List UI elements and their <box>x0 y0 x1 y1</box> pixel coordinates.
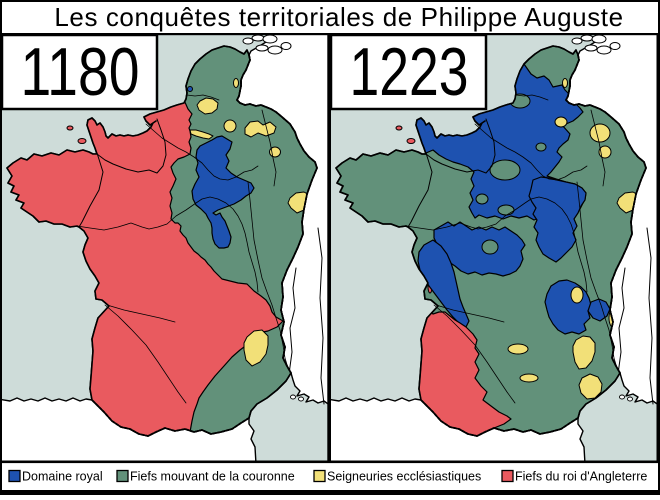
svg-text:1223: 1223 <box>350 35 469 110</box>
svg-text:Seigneuries ecclésiastiques: Seigneuries ecclésiastiques <box>327 470 481 484</box>
svg-text:1180: 1180 <box>21 35 140 110</box>
svg-text:Domaine royal: Domaine royal <box>22 470 103 484</box>
svg-text:Fiefs mouvant de la couronne: Fiefs mouvant de la couronne <box>130 470 295 484</box>
svg-text:Fiefs du roi d'Angleterre: Fiefs du roi d'Angleterre <box>515 470 647 484</box>
svg-text:Les conquêtes territoriales de: Les conquêtes territoriales de Philippe … <box>54 2 623 32</box>
